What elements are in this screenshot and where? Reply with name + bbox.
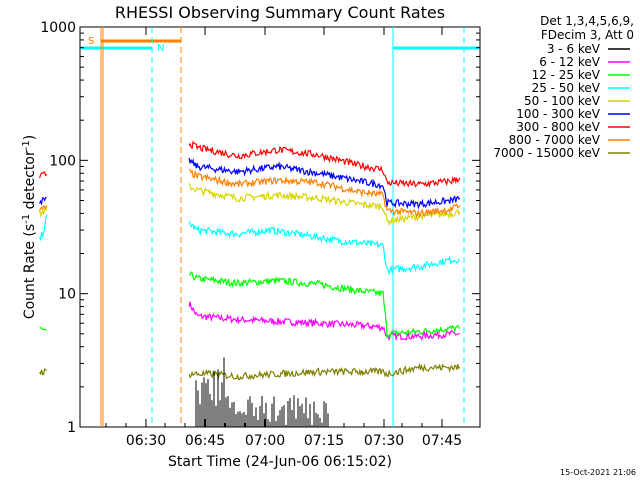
legend-label: 800 - 7000 keV [509, 133, 601, 147]
x-tick-label: 07:15 [304, 433, 344, 449]
y-label-part2: detector [22, 150, 38, 214]
legend: Det 1,3,4,5,6,9, FDecim 3, Att 0 3 - 6 k… [493, 14, 634, 160]
series-line-1 [188, 301, 460, 342]
x-tick-label: 07:45 [422, 433, 462, 449]
x-tick-label: 07:00 [245, 433, 285, 449]
axis-ticks: 1 10 100 1000 06:30 06:45 07:00 07:15 07:30 07:45 [40, 20, 480, 449]
legend-label: 100 - 300 keV [516, 107, 600, 121]
legend-label: 50 - 100 keV [524, 94, 601, 108]
x-tick-label: 06:30 [126, 433, 166, 449]
timestamp: 15-Oct-2021 21:06 [560, 468, 636, 477]
y-label-part3: ) [22, 135, 38, 140]
legend-label: 12 - 25 keV [532, 68, 601, 82]
y-tick-label: 100 [49, 153, 76, 169]
x-axis-label: Start Time (24-Jun-06 06:15:02) [168, 454, 392, 470]
saa-label: S [88, 36, 94, 47]
y-axis-label: Count Rate (s-1 detector-1) [21, 135, 38, 319]
y-tick-label: 1 [67, 420, 76, 436]
legend-label: 300 - 800 keV [516, 120, 600, 134]
series-line-4 [39, 182, 461, 227]
x-tick-label: 07:30 [364, 433, 404, 449]
series-layer [39, 140, 461, 381]
y-label-part1: Count Rate (s [22, 224, 38, 319]
y-tick-label: 10 [58, 287, 76, 303]
night-label: N [157, 43, 164, 54]
legend-label: 25 - 50 keV [532, 81, 601, 95]
series-line-6 [39, 140, 461, 189]
chart-title: RHESSI Observing Summary Count Rates [115, 3, 445, 22]
y-tick-label: 1000 [40, 20, 76, 36]
legend-header-2: FDecim 3, Att 0 [541, 28, 634, 42]
overlays: S N [81, 27, 479, 427]
y-label-sup-2: -1 [21, 140, 32, 150]
x-tick-label: 06:45 [185, 433, 225, 449]
series-line-7 [39, 168, 461, 218]
series-line-5 [39, 157, 461, 210]
legend-label: 6 - 12 keV [539, 55, 601, 69]
legend-label: 3 - 6 keV [547, 42, 601, 56]
series-3-6-kev-spikes [195, 357, 329, 427]
legend-header-1: Det 1,3,4,5,6,9, [540, 14, 634, 28]
legend-label: 7000 - 15000 keV [493, 146, 600, 160]
series-line-2 [39, 271, 461, 339]
series-line-8 [39, 362, 461, 381]
y-label-sup: -1 [21, 214, 32, 224]
series-line-3 [39, 214, 460, 276]
